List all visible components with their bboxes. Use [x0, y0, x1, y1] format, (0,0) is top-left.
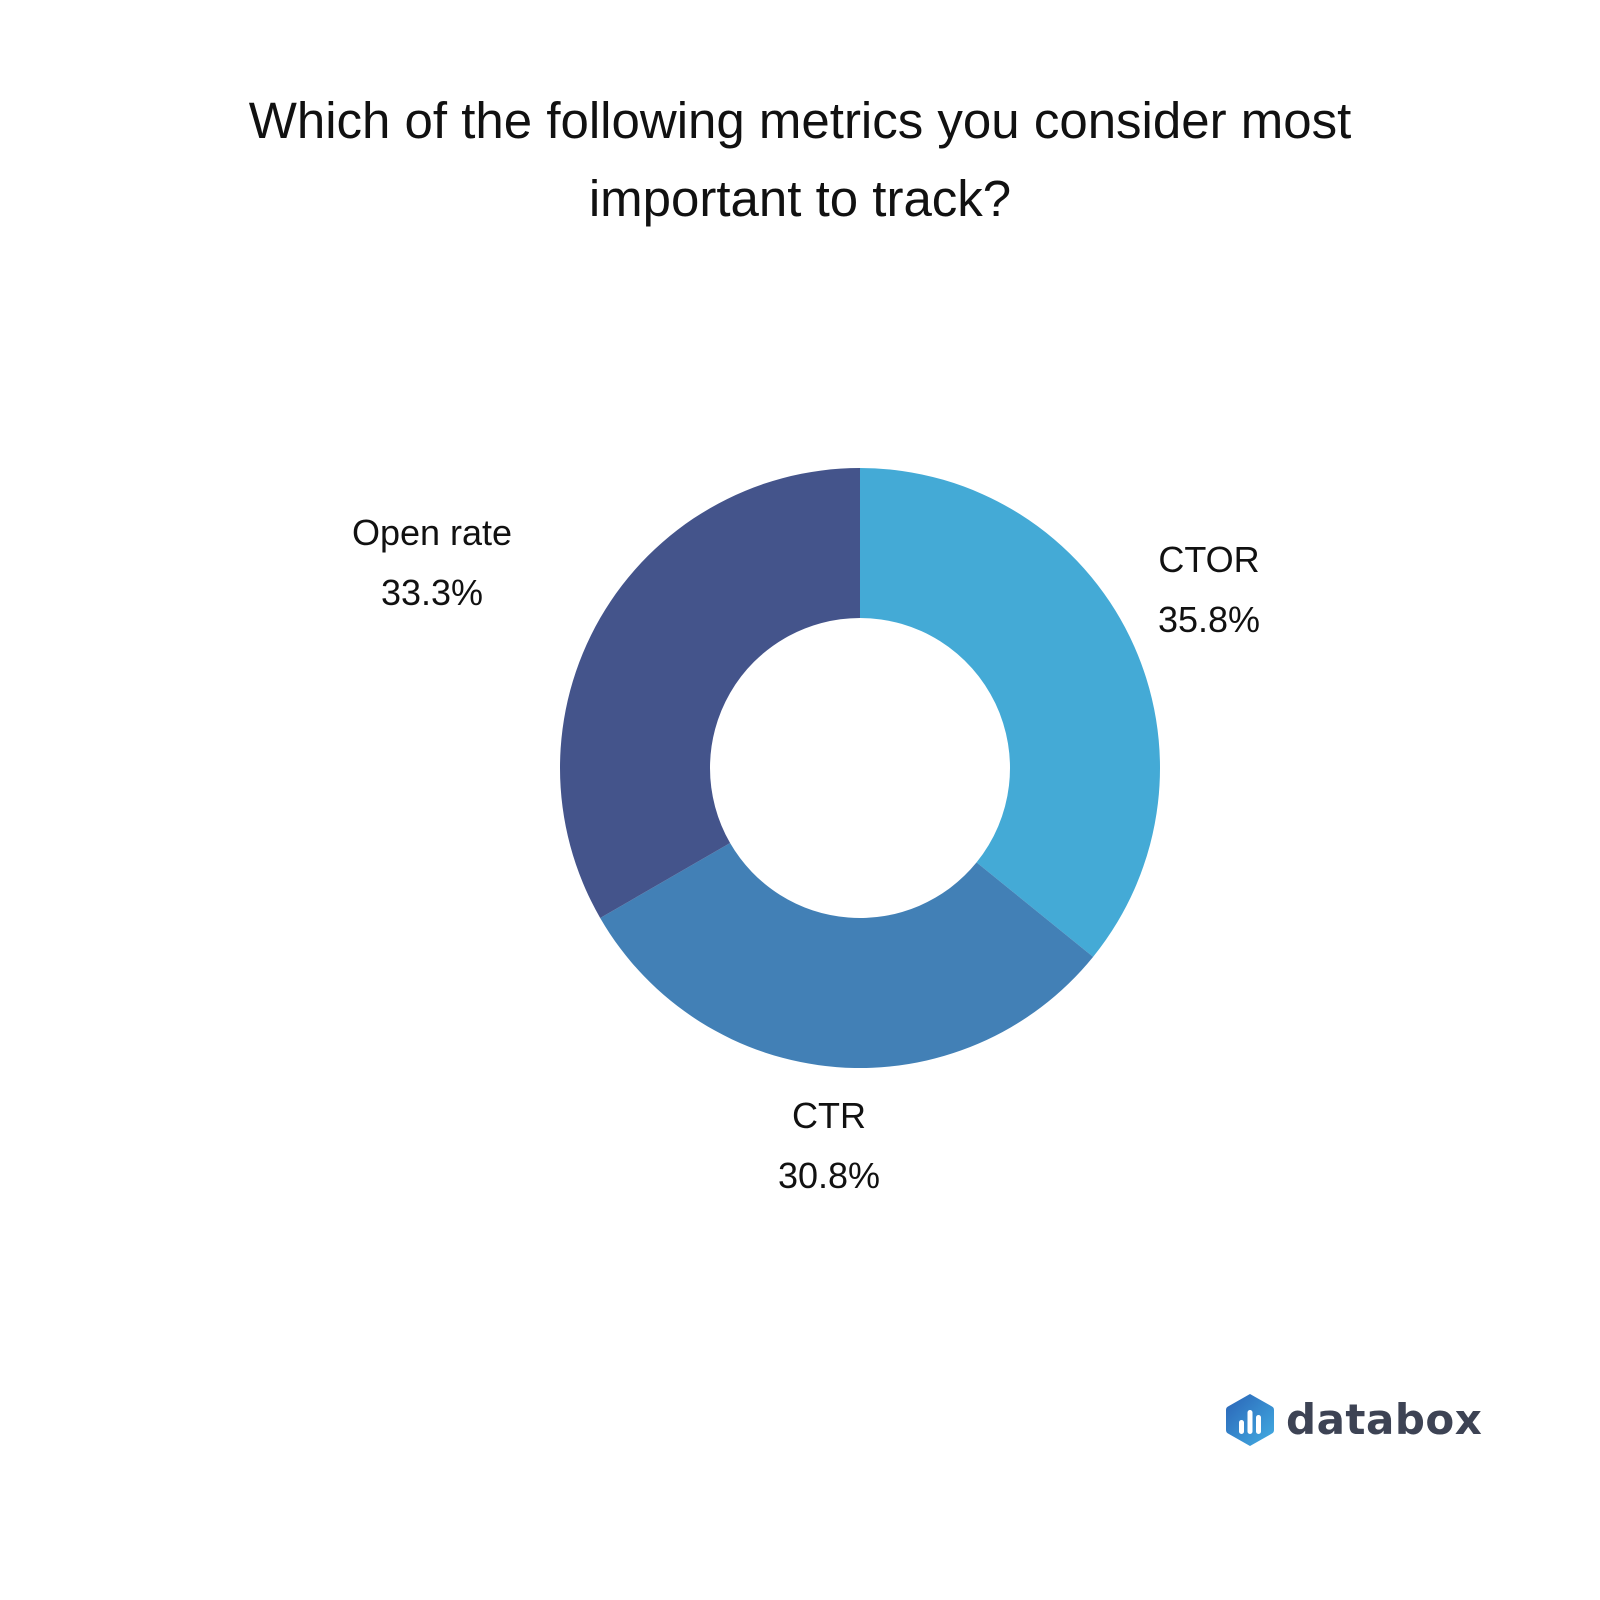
databox-logo-icon: [1226, 1394, 1274, 1446]
slice-value-label: 35.8%: [1158, 599, 1260, 640]
slice-ctor: [860, 468, 1161, 957]
slice-label: Open rate: [352, 512, 512, 553]
slice-open-rate: [560, 468, 860, 918]
slice-ctr: [600, 843, 1094, 1069]
slice-value-label: 33.3%: [381, 572, 483, 613]
slice-value-label: 30.8%: [778, 1155, 880, 1196]
chart-title: Which of the following metrics you consi…: [248, 92, 1352, 227]
databox-logo-text: databox: [1286, 1395, 1483, 1444]
slice-label: CTOR: [1158, 539, 1259, 580]
slice-label: CTR: [792, 1095, 866, 1136]
databox-logo: databox: [1224, 1392, 1482, 1448]
